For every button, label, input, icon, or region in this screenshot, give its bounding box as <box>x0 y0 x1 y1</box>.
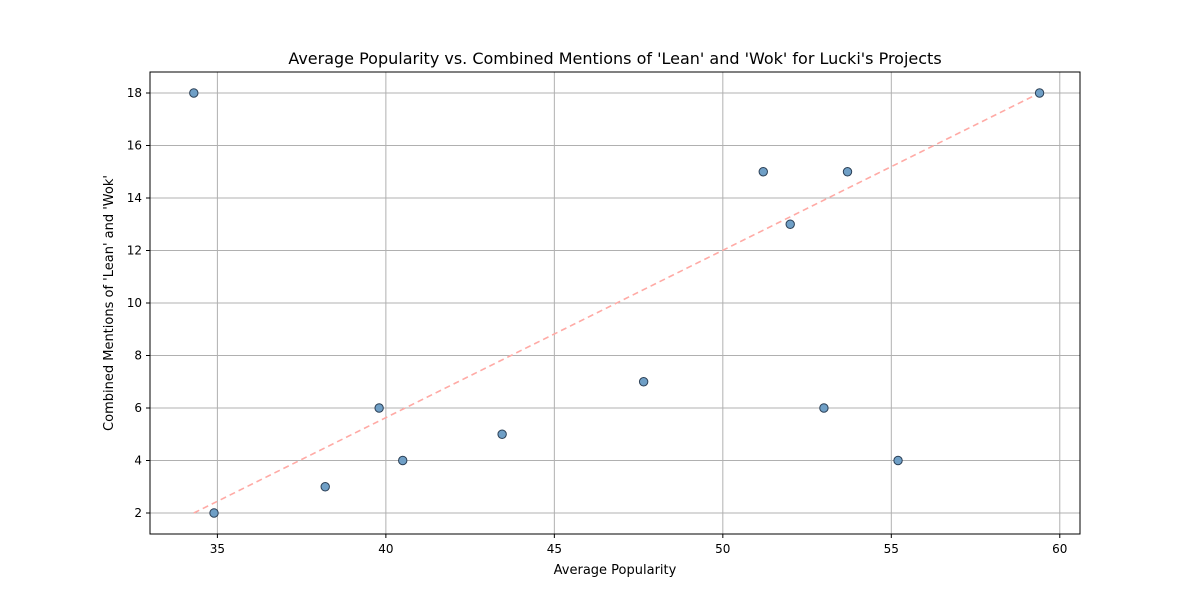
y-tick-label: 16 <box>127 139 142 153</box>
grid-layer <box>150 72 1080 534</box>
scatter-point <box>320 482 330 492</box>
chart-title: Average Popularity vs. Combined Mentions… <box>288 49 941 68</box>
y-tick-label: 6 <box>134 401 142 415</box>
y-tick-label: 14 <box>127 191 142 205</box>
scatter-point <box>638 377 649 387</box>
scatter-point <box>209 508 219 518</box>
trendline-layer <box>193 92 1040 514</box>
x-axis-ticks: 35 40 45 50 55 60 <box>210 534 1067 556</box>
trendline <box>193 92 1040 514</box>
y-tick-label: 18 <box>127 86 142 100</box>
scatter-point <box>819 403 829 413</box>
y-axis-title: Combined Mentions of 'Lean' and 'Wok' <box>102 175 117 431</box>
points-layer <box>189 88 1045 518</box>
x-tick-label: 55 <box>884 542 899 556</box>
y-axis-ticks: 2 4 6 8 10 12 14 16 18 <box>127 86 150 520</box>
scatter-point <box>497 429 507 439</box>
y-tick-label: 2 <box>134 506 142 520</box>
x-axis-title: Average Popularity <box>554 563 677 578</box>
scatter-point <box>398 455 408 466</box>
scatter-point <box>785 219 795 229</box>
y-tick-label: 12 <box>127 244 142 258</box>
scatter-point <box>893 455 903 466</box>
scatter-point <box>842 167 853 177</box>
y-tick-label: 4 <box>134 454 142 468</box>
x-tick-label: 50 <box>715 542 730 556</box>
y-tick-label: 10 <box>127 296 142 310</box>
scatter-point <box>1034 88 1045 98</box>
scatter-point <box>189 88 199 98</box>
x-tick-label: 60 <box>1052 542 1067 556</box>
scatter-point <box>374 403 384 413</box>
y-tick-label: 8 <box>134 349 142 363</box>
x-tick-label: 40 <box>378 542 393 556</box>
x-tick-label: 35 <box>210 542 225 556</box>
scatter-point <box>758 167 768 177</box>
x-tick-label: 45 <box>547 542 562 556</box>
